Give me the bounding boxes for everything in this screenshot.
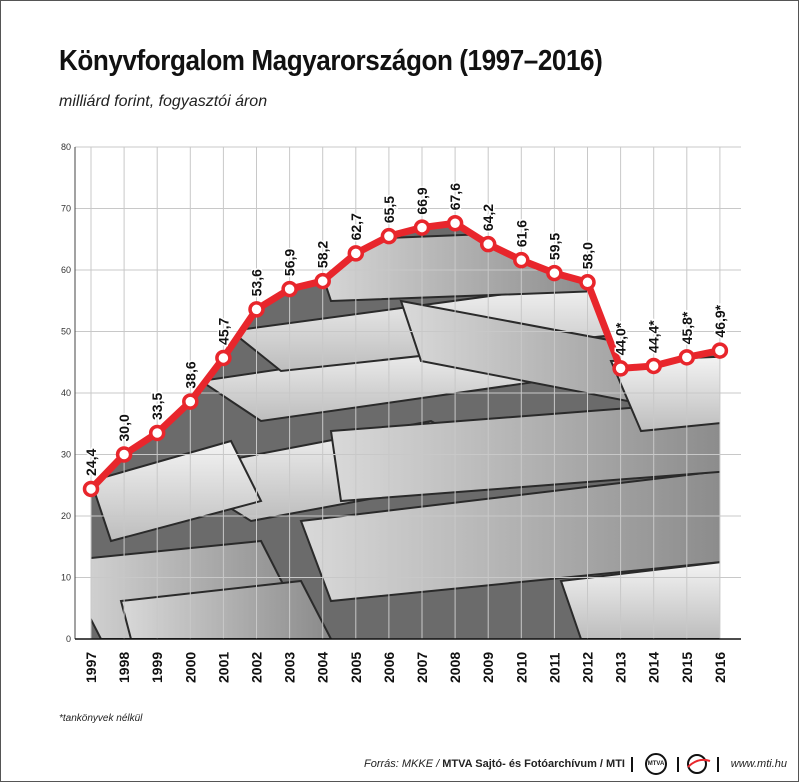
book-shape (119, 579, 333, 639)
data-point (248, 301, 265, 318)
data-label: 45,8* (679, 311, 695, 344)
x-axis: 1997 1998 1999 2000 2001 2002 2003 2004 2005 2006… (75, 638, 741, 683)
book-shape (559, 559, 720, 639)
data-label: 53,6 (249, 269, 265, 296)
x-tick-label: 1998 (116, 652, 132, 683)
y-tick-label: 70 (61, 204, 71, 214)
y-tick-label: 40 (61, 388, 71, 398)
mtva-logo: MTVA (645, 753, 667, 775)
y-tick-label: 30 (61, 450, 71, 460)
footer: Forrás: MKKE / MTVA Sajtó- és Fotóarchív… (301, 753, 791, 775)
footer-divider (677, 757, 679, 772)
data-point (215, 349, 232, 367)
data-label: 62,7 (348, 213, 364, 240)
x-tick-label: 2004 (315, 652, 331, 683)
data-label: 30,0 (116, 414, 132, 441)
y-tick-label: 80 (61, 142, 71, 152)
data-label: 44,0* (613, 322, 629, 355)
data-label: 64,2 (480, 204, 496, 231)
mti-logo-icon (687, 754, 711, 774)
data-label: 61,6 (513, 220, 529, 247)
data-point (314, 272, 331, 290)
x-tick-label: 2010 (513, 652, 529, 683)
x-tick-label: 2005 (348, 652, 364, 683)
x-tick-label: 2007 (414, 652, 430, 683)
x-tick-label: 2012 (580, 652, 596, 683)
website-link[interactable]: www.mti.hu (730, 758, 787, 770)
series-line (82, 215, 729, 498)
data-point (347, 245, 365, 262)
footer-divider (631, 757, 633, 772)
y-axis: 0 10 20 30 40 50 60 70 80 (61, 142, 76, 644)
x-tick-label: 2013 (613, 652, 629, 683)
data-point (148, 424, 166, 442)
source-text: Forrás: MKKE / MTVA Sajtó- és Fotóarchív… (364, 758, 625, 770)
data-point (115, 446, 133, 463)
x-tick-label: 1999 (149, 652, 165, 683)
x-tick-label: 2000 (182, 652, 198, 683)
y-tick-label: 0 (66, 634, 71, 644)
data-label: 58,2 (315, 241, 331, 268)
chart-subtitle: milliárd forint, fogyasztói áron (59, 93, 268, 110)
data-point (281, 280, 298, 298)
x-tick-label: 2014 (646, 652, 662, 683)
x-tick-label: 2009 (480, 652, 496, 683)
data-point (479, 235, 497, 253)
data-label: 46,9* (712, 304, 728, 337)
data-point (711, 342, 729, 359)
data-label: 33,5 (149, 393, 165, 420)
y-tick-label: 50 (61, 327, 71, 337)
data-labels: 24,4 30,0 33,5 38,6 45,7 53,6 56,9 58,2 62,7 65,5… (82, 181, 730, 477)
data-label: 44,4* (646, 320, 662, 353)
data-label: 59,5 (546, 233, 562, 260)
footer-divider (717, 757, 719, 772)
data-label: 66,9 (414, 187, 430, 214)
y-tick-label: 20 (61, 511, 71, 521)
book-shape (329, 399, 720, 503)
data-label: 56,9 (282, 249, 298, 276)
data-point (182, 393, 199, 410)
x-tick-label: 2008 (447, 652, 463, 683)
data-point (413, 219, 431, 236)
data-label: 24,4 (83, 448, 99, 475)
footnote: *tankönyvek nélkül (59, 713, 143, 724)
data-point (546, 264, 563, 282)
book-shape (299, 469, 720, 603)
x-tick-label: 1997 (83, 652, 99, 683)
data-point (446, 215, 464, 232)
data-point (82, 480, 100, 498)
x-tick-label: 2002 (249, 652, 265, 683)
y-tick-label: 10 (61, 573, 71, 583)
x-tick-label: 2016 (712, 652, 728, 683)
data-label: 67,6 (447, 183, 463, 210)
data-point (380, 227, 398, 245)
x-tick-label: 2001 (215, 652, 231, 683)
chart-title: Könyvforgalom Magyarországon (1997–2016) (59, 45, 603, 77)
data-label: 58,0 (580, 242, 596, 269)
y-tick-label: 60 (61, 265, 71, 275)
data-label: 38,6 (182, 361, 198, 388)
data-point (612, 360, 629, 377)
data-label: 65,5 (381, 196, 397, 223)
source-bold: MTVA Sajtó- és Fotóarchívum / MTI (442, 758, 625, 770)
source-prefix: Forrás: MKKE / (364, 758, 443, 770)
x-tick-label: 2015 (679, 652, 695, 683)
data-point (579, 274, 596, 291)
data-point (645, 357, 662, 375)
data-point (678, 349, 696, 366)
x-tick-label: 2003 (282, 652, 298, 683)
series-line-path (88, 219, 721, 492)
x-tick-label: 2006 (381, 652, 397, 683)
x-tick-label: 2011 (546, 652, 562, 683)
data-point (513, 251, 530, 269)
data-label: 45,7 (215, 317, 231, 344)
